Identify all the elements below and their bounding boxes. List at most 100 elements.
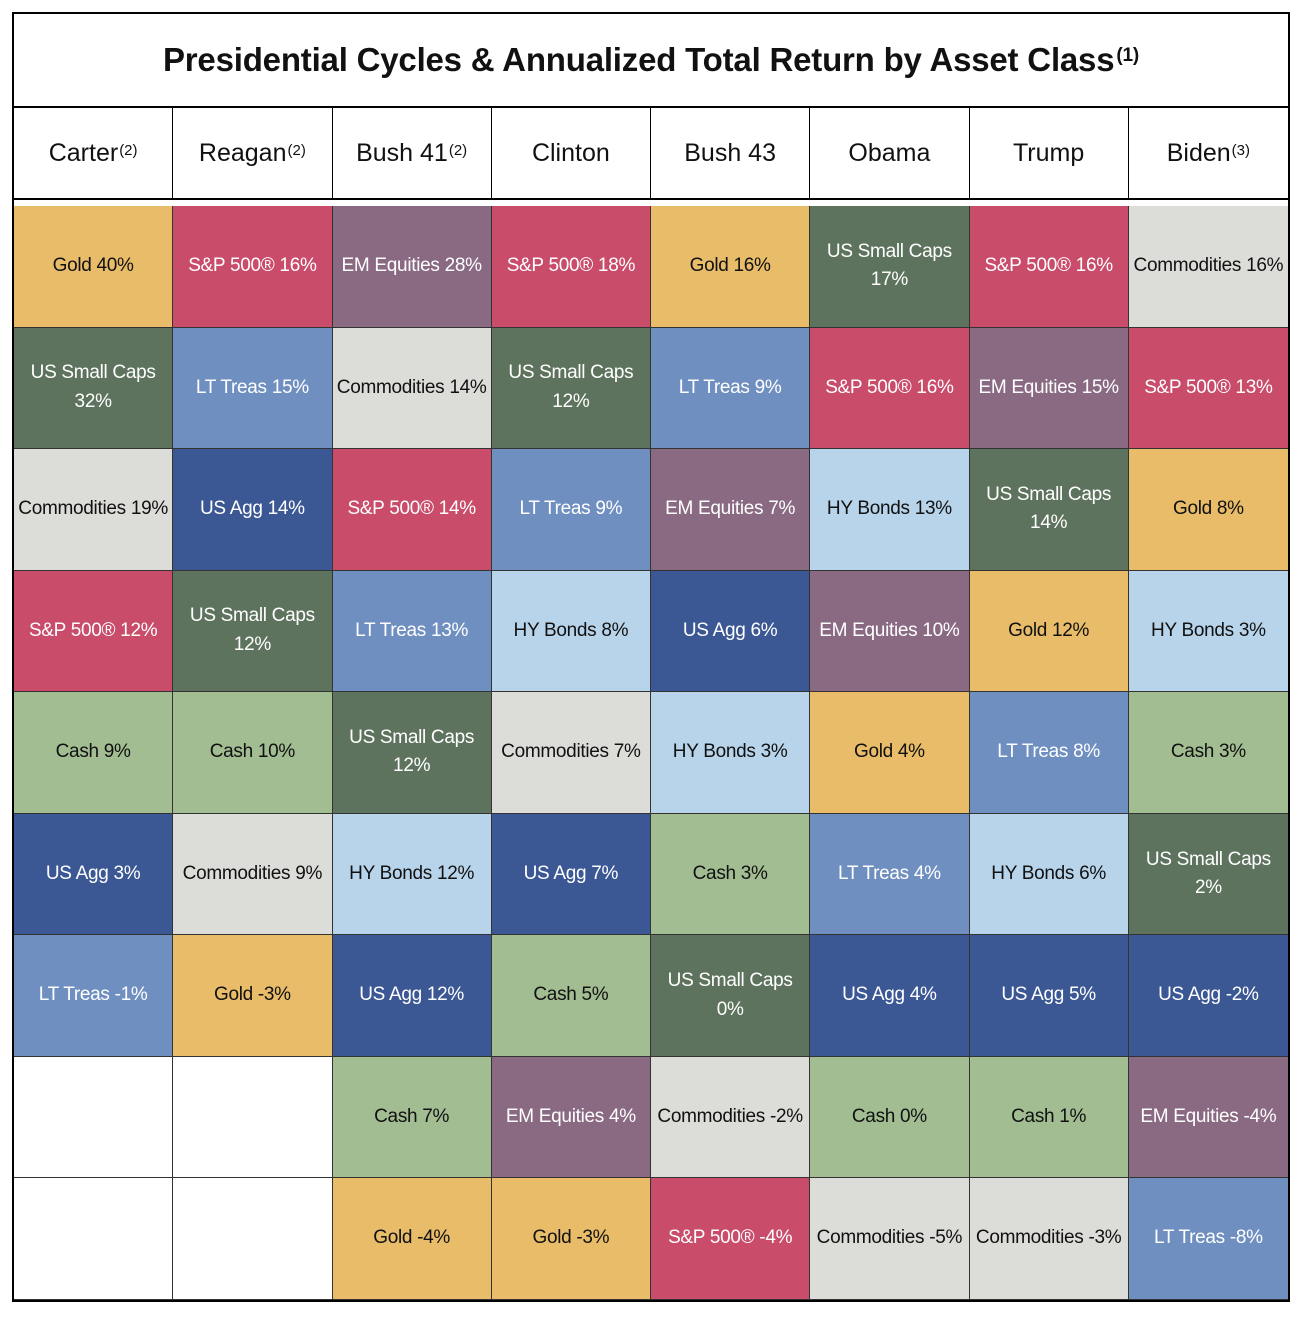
- asset-cell: Commodities -5%: [810, 1178, 970, 1300]
- asset-cell-label: EM Equities 28%: [341, 255, 482, 277]
- asset-cell: HY Bonds 13%: [810, 449, 970, 571]
- asset-cell-label: LT Treas 15%: [195, 376, 309, 398]
- chart-title-footnote: (1): [1116, 45, 1139, 66]
- asset-cell: EM Equities 4%: [491, 1056, 651, 1179]
- asset-cell-label: Commodities 9%: [182, 862, 323, 884]
- asset-cell: Cash 3%: [651, 813, 811, 936]
- column-header: Clinton: [492, 108, 651, 198]
- column-header-footnote: (3): [1231, 141, 1251, 159]
- asset-cell: Gold 16%: [651, 206, 811, 328]
- asset-cell-label: HY Bonds 3%: [672, 741, 788, 763]
- asset-cell-label: HY Bonds 3%: [1151, 619, 1266, 641]
- asset-cell: Cash 9%: [14, 692, 174, 814]
- asset-cell: US Agg 4%: [810, 935, 970, 1057]
- empty-cell: [173, 1056, 333, 1179]
- asset-cell-label: S&P 500® 14%: [347, 498, 476, 520]
- asset-cell: EM Equities 15%: [969, 327, 1129, 450]
- asset-cell: US Small Caps 0%: [651, 935, 811, 1057]
- asset-cell-label: HY Bonds 6%: [991, 862, 1106, 884]
- asset-cell: Cash 7%: [332, 1056, 492, 1179]
- asset-cell-label: S&P 500® 16%: [984, 255, 1113, 277]
- asset-cell-label: EM Equities 4%: [505, 1105, 636, 1127]
- asset-cell: US Agg 7%: [491, 813, 651, 936]
- asset-cell: HY Bonds 3%: [651, 692, 811, 814]
- asset-cell-label: LT Treas -1%: [38, 984, 148, 1006]
- asset-cell-label: EM Equities 15%: [978, 376, 1119, 398]
- column-header-footnote: (2): [119, 141, 138, 159]
- asset-cell: EM Equities -4%: [1128, 1056, 1288, 1179]
- asset-cell-label: US Agg -2%: [1158, 984, 1259, 1006]
- column-header-label: Obama: [848, 138, 931, 167]
- asset-cell: LT Treas 4%: [810, 813, 970, 936]
- asset-cell-label: US Small Caps 2%: [1145, 848, 1271, 899]
- column-header-label: Trump: [1012, 138, 1085, 167]
- asset-cell-label: US Small Caps 32%: [30, 362, 156, 412]
- asset-cell-label: US Agg 6%: [682, 619, 778, 641]
- asset-cell: US Agg -2%: [1128, 935, 1288, 1057]
- asset-cell-label: S&P 500® 13%: [1144, 376, 1273, 398]
- asset-cell: S&P 500® 12%: [14, 570, 174, 693]
- asset-cell: US Agg 6%: [651, 570, 811, 693]
- asset-cell-label: S&P 500® 16%: [188, 255, 317, 277]
- empty-cell: [14, 1056, 174, 1179]
- return-grid: Gold 40% S&P 500® 16% EM Equities 28% S&P 5…: [14, 206, 1288, 1300]
- asset-cell: LT Treas 9%: [651, 327, 811, 450]
- asset-cell: Gold 40%: [14, 206, 174, 328]
- asset-cell: EM Equities 28%: [332, 206, 492, 328]
- asset-cell: S&P 500® -4%: [651, 1178, 811, 1300]
- asset-cell: Cash 0%: [810, 1056, 970, 1179]
- asset-cell: US Agg 5%: [969, 935, 1129, 1057]
- asset-cell-label: S&P 500® 18%: [506, 255, 636, 277]
- asset-cell-label: Cash 7%: [374, 1105, 450, 1127]
- asset-cell-label: Gold 12%: [1008, 619, 1090, 641]
- column-header-footnote: (2): [287, 141, 306, 159]
- column-header-label: Bush 43: [684, 138, 776, 167]
- asset-cell: LT Treas 13%: [332, 570, 492, 693]
- asset-cell: Commodities -3%: [969, 1178, 1129, 1300]
- asset-cell-label: Gold -3%: [532, 1227, 610, 1249]
- asset-cell: Gold 8%: [1128, 449, 1288, 571]
- asset-cell: S&P 500® 14%: [332, 449, 492, 571]
- asset-cell-label: US Agg 5%: [1001, 984, 1096, 1006]
- asset-cell-label: Cash 9%: [55, 741, 131, 763]
- asset-cell-label: Gold 40%: [52, 255, 134, 277]
- asset-cell: US Small Caps 2%: [1128, 813, 1288, 936]
- asset-cell: Gold 4%: [810, 692, 970, 814]
- asset-cell: S&P 500® 18%: [491, 206, 651, 328]
- asset-cell-label: Cash 10%: [209, 741, 296, 763]
- asset-cell: Gold -3%: [491, 1178, 651, 1300]
- column-header-label: Carter: [48, 138, 119, 167]
- column-header-footnote: (2): [448, 141, 468, 159]
- asset-cell-label: S&P 500® -4%: [668, 1227, 793, 1249]
- asset-cell-label: LT Treas 9%: [678, 376, 782, 398]
- asset-cell-label: S&P 500® 16%: [825, 376, 954, 398]
- column-header-row: Carter (2) Reagan (2) Bush 41 (2) Clinton Bush …: [14, 108, 1288, 200]
- asset-cell-label: US Agg 12%: [359, 984, 464, 1006]
- column-header-label: Reagan: [198, 138, 287, 167]
- asset-cell: Commodities 7%: [491, 692, 651, 814]
- asset-cell-label: US Small Caps 17%: [826, 240, 952, 291]
- column-header: Biden (3): [1129, 108, 1288, 198]
- asset-cell: Cash 5%: [491, 935, 651, 1057]
- asset-cell: EM Equities 7%: [651, 449, 811, 571]
- asset-cell-label: LT Treas 13%: [355, 619, 469, 641]
- asset-cell-label: Commodities -5%: [816, 1227, 963, 1249]
- asset-cell: Gold -3%: [173, 935, 333, 1057]
- asset-cell-label: US Small Caps 12%: [508, 362, 634, 412]
- asset-cell: S&P 500® 16%: [173, 206, 333, 328]
- asset-cell-label: Cash 3%: [1170, 741, 1246, 763]
- asset-cell: HY Bonds 6%: [969, 813, 1129, 936]
- asset-cell-label: HY Bonds 12%: [349, 862, 475, 884]
- asset-cell: Gold -4%: [332, 1178, 492, 1300]
- asset-cell: Cash 10%: [173, 692, 333, 814]
- chart-title: Presidential Cycles & Annualized Total R…: [14, 14, 1288, 108]
- asset-cell-label: Gold 8%: [1172, 498, 1244, 520]
- asset-cell-label: EM Equities 7%: [665, 498, 796, 520]
- column-header-label: Clinton: [531, 138, 610, 167]
- asset-cell: US Agg 12%: [332, 935, 492, 1057]
- asset-cell-label: LT Treas 8%: [997, 741, 1100, 763]
- asset-cell: LT Treas 9%: [491, 449, 651, 571]
- empty-cell: [173, 1178, 333, 1300]
- asset-cell-label: Commodities 16%: [1133, 255, 1284, 277]
- column-header: Bush 41 (2): [333, 108, 492, 198]
